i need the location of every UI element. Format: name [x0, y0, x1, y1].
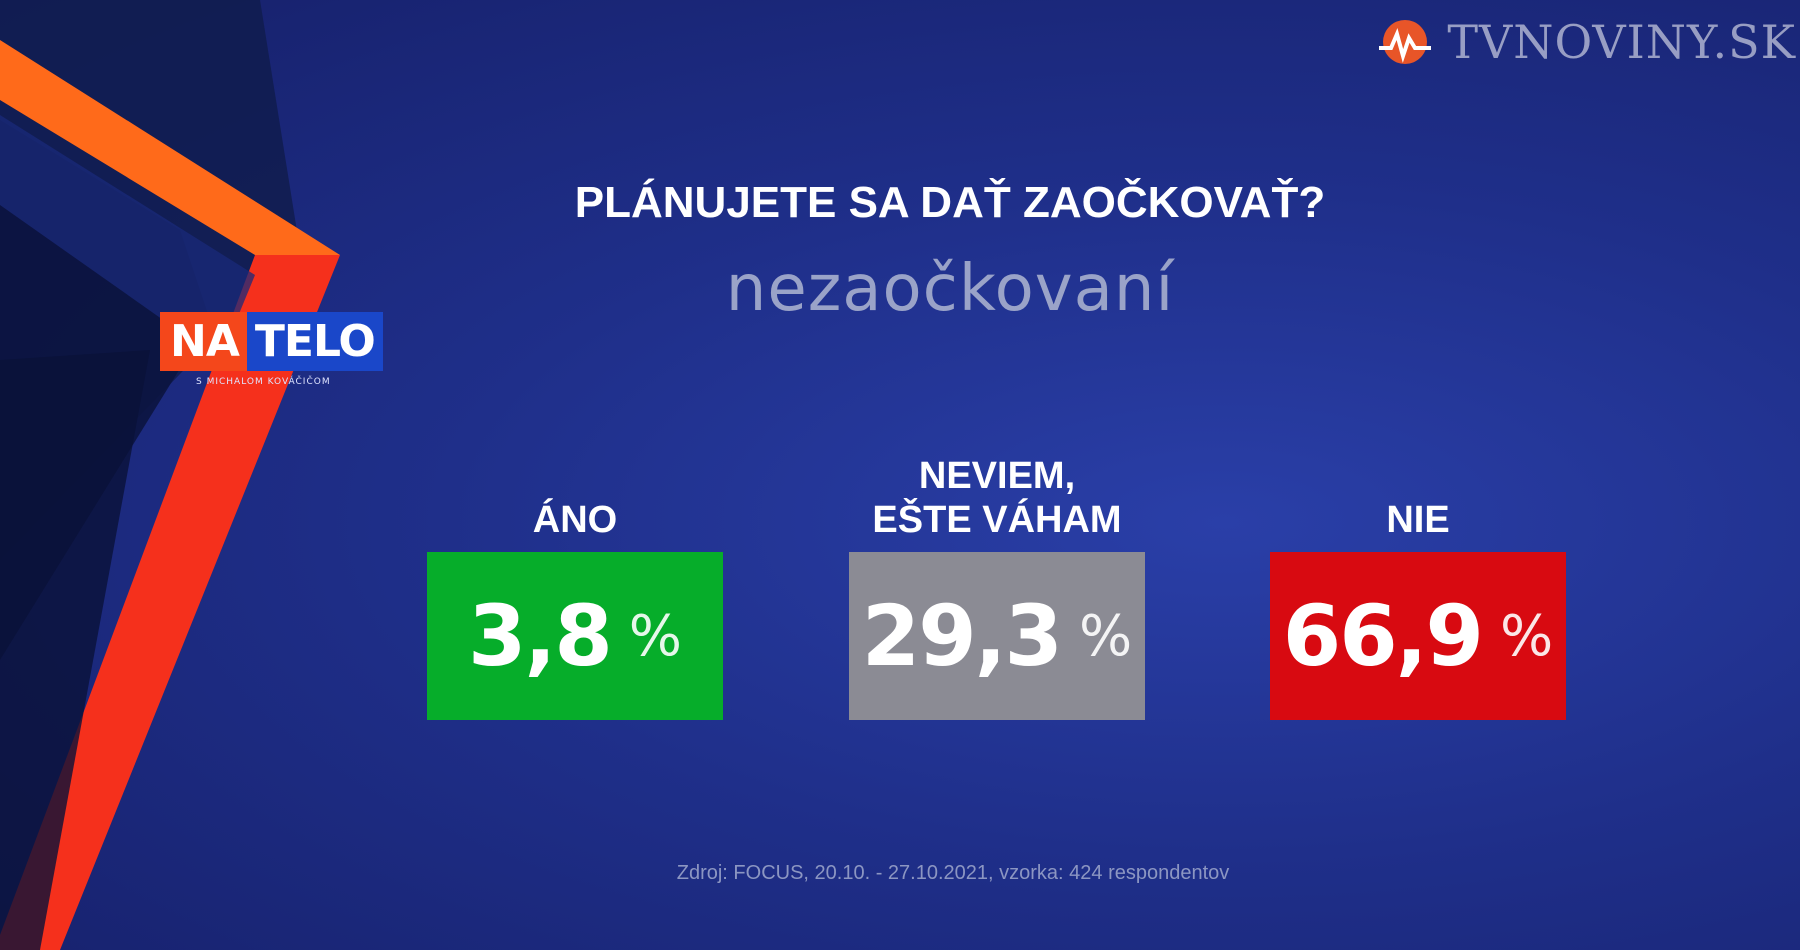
answer-label: ÁNO — [427, 498, 723, 542]
tvnoviny-logo-icon — [1379, 20, 1432, 64]
answer-label-line: EŠTE VÁHAM — [872, 499, 1122, 541]
answer-label-line: ÁNO — [532, 499, 618, 541]
chart-title: PLÁNUJETE SA DAŤ ZAOČKOVAŤ? — [574, 178, 1326, 227]
percent-sign: % — [1500, 603, 1554, 669]
answer-value-box: 3,8% — [427, 552, 723, 720]
show-logo-telo: TELO — [246, 312, 383, 371]
watermark-text: TVNOVINY.SK — [1447, 15, 1796, 69]
answer-value-box: 66,9% — [1270, 552, 1566, 720]
percent-sign: % — [628, 603, 683, 669]
percent-sign: % — [1079, 603, 1133, 669]
answer-value-box: 29,3% — [849, 552, 1145, 720]
answer-label-line: NEVIEM, — [918, 455, 1076, 497]
answer-value: 29,3 — [861, 587, 1063, 685]
show-logo-subtitle: S MICHALOM KOVÁČIČOM — [196, 377, 331, 387]
answer-label-line: NIE — [1386, 499, 1450, 541]
answer-label: NEVIEM, EŠTE VÁHAM — [849, 454, 1145, 542]
show-logo-na: NA — [160, 312, 247, 371]
show-logo: NA TELO S MICHALOM KOVÁČIČOM — [160, 312, 383, 387]
chart-subtitle: nezaočkovaní — [725, 252, 1175, 326]
answer-label: NIE — [1270, 498, 1566, 542]
answer-value: 66,9 — [1282, 587, 1484, 685]
source-note: Zdroj: FOCUS, 20.10. - 27.10.2021, vzork… — [676, 862, 1230, 884]
answer-value: 3,8 — [467, 587, 613, 685]
tvnoviny-watermark: TVNOVINY.SK — [1373, 14, 1796, 70]
